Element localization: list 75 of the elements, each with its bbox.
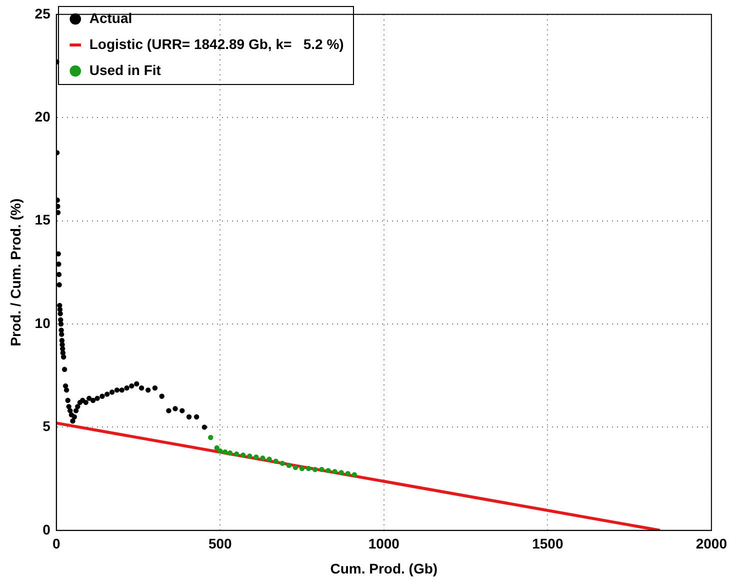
point xyxy=(299,466,305,472)
point xyxy=(59,332,64,337)
point xyxy=(222,449,228,455)
x-tick-label: 2000 xyxy=(696,536,728,552)
point xyxy=(319,466,324,472)
point xyxy=(119,387,124,393)
point xyxy=(286,462,292,468)
legend-label: Used in Fit xyxy=(89,62,162,78)
point xyxy=(152,385,158,391)
point xyxy=(208,434,214,440)
point xyxy=(145,387,151,393)
y-tick-label: 20 xyxy=(34,108,51,124)
point xyxy=(312,466,318,472)
point xyxy=(326,468,331,474)
point xyxy=(109,390,115,395)
point xyxy=(280,460,285,466)
point xyxy=(129,383,134,389)
point xyxy=(180,408,185,414)
point xyxy=(260,456,266,461)
point xyxy=(73,408,79,414)
point xyxy=(202,424,208,430)
point xyxy=(134,381,140,386)
point xyxy=(234,451,240,457)
point xyxy=(240,452,246,458)
y-tick-label: 5 xyxy=(42,418,51,434)
point xyxy=(58,321,64,327)
point xyxy=(100,394,105,399)
point xyxy=(227,450,233,456)
point xyxy=(138,385,144,391)
point xyxy=(292,464,298,470)
point xyxy=(104,392,110,397)
point xyxy=(62,366,68,372)
point xyxy=(58,311,63,316)
point xyxy=(56,282,62,288)
point xyxy=(114,387,120,393)
y-tick-label: 25 xyxy=(34,5,51,22)
point xyxy=(124,385,130,391)
point xyxy=(86,396,92,401)
point xyxy=(159,394,164,399)
point xyxy=(72,414,77,420)
point xyxy=(247,453,252,459)
point xyxy=(68,408,73,414)
point xyxy=(90,398,96,403)
point xyxy=(273,458,278,464)
legend-label: Actual xyxy=(89,10,132,26)
point xyxy=(254,454,259,460)
point xyxy=(214,445,220,450)
y-tick-label: 10 xyxy=(34,314,51,331)
point xyxy=(172,406,178,412)
point xyxy=(94,396,100,401)
y-axis-title: Prod. / Cum. Prod. (%) xyxy=(7,198,24,346)
point xyxy=(345,471,350,476)
point xyxy=(338,470,344,476)
y-tick-label: 15 xyxy=(34,212,51,228)
point xyxy=(306,466,312,472)
y-tick-label: 0 xyxy=(42,521,51,538)
point xyxy=(352,472,358,478)
point xyxy=(83,400,88,406)
point xyxy=(218,448,223,454)
point xyxy=(194,414,200,420)
x-tick-label: 1000 xyxy=(368,536,400,552)
point xyxy=(60,354,66,360)
x-tick-label: 1500 xyxy=(532,536,564,552)
point xyxy=(186,414,192,420)
point xyxy=(64,387,70,393)
point xyxy=(75,404,80,410)
point xyxy=(66,404,72,410)
x-axis-title: Cum. Prod. (Gb) xyxy=(330,560,438,576)
point xyxy=(65,398,70,403)
x-tick-label: 500 xyxy=(208,536,232,552)
point xyxy=(332,468,338,474)
legend-label: Logistic (URR= 1842.89 Gb, k= 5.2 %) xyxy=(89,36,344,52)
point xyxy=(70,418,76,424)
point xyxy=(266,456,272,462)
point xyxy=(166,408,172,414)
